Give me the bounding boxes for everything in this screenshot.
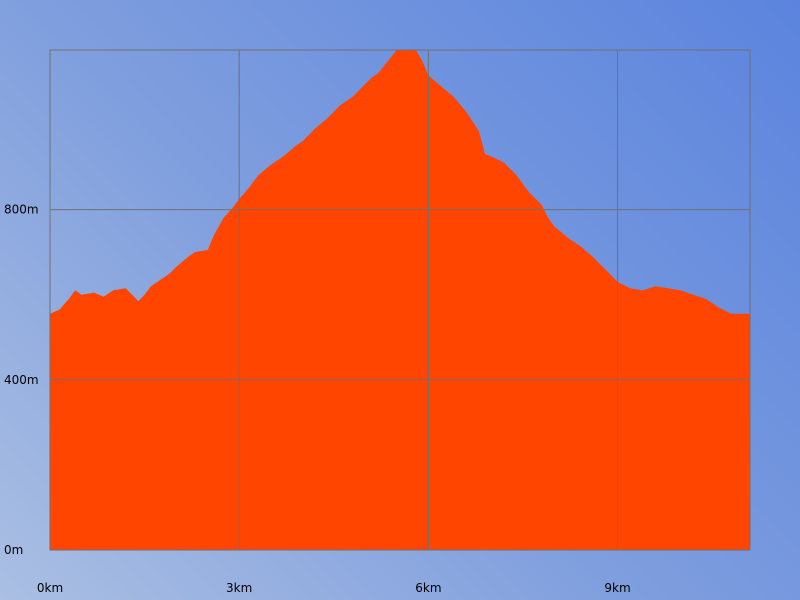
elevation-area xyxy=(50,50,750,550)
plot-border xyxy=(49,49,751,551)
x-tick-label: 6km xyxy=(415,581,441,595)
y-tick-label: 800m xyxy=(4,203,39,217)
x-tick-label: 3km xyxy=(226,581,252,595)
x-tick-label: 0km xyxy=(37,581,63,595)
y-tick-label: 0m xyxy=(4,543,23,557)
x-tick-label: 9km xyxy=(604,581,630,595)
y-tick-label: 400m xyxy=(4,373,39,387)
